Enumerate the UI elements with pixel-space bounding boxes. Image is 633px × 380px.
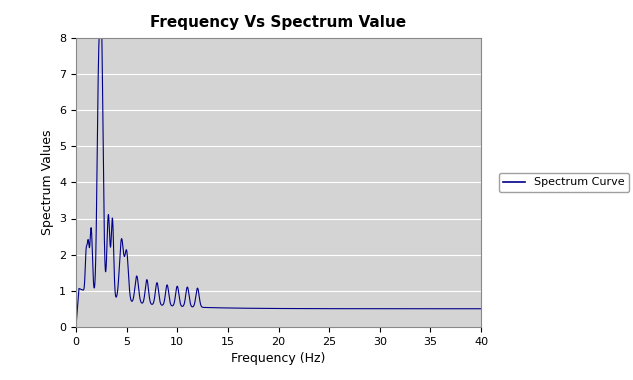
Title: Frequency Vs Spectrum Value: Frequency Vs Spectrum Value [151,15,406,30]
Legend: Spectrum Curve: Spectrum Curve [499,173,629,192]
X-axis label: Frequency (Hz): Frequency (Hz) [231,352,326,365]
Y-axis label: Spectrum Values: Spectrum Values [41,130,54,235]
